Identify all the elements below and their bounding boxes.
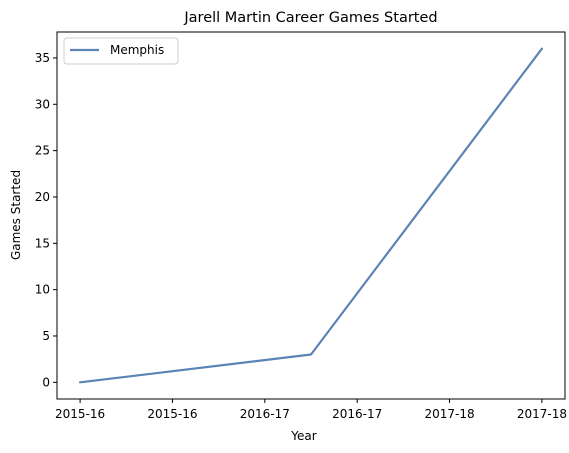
y-tick-label: 35 [35,51,50,65]
y-axis-label: Games Started [9,170,23,260]
x-axis: 2015-16 2015-16 2016-17 2016-17 2017-18 2017-… [55,399,567,421]
x-tick-label: 2016-17 [332,407,382,421]
y-tick-label: 0 [42,375,50,389]
legend-label-memphis: Memphis [110,43,164,57]
y-tick-label: 5 [42,329,50,343]
y-tick-label: 10 [35,283,50,297]
x-tick-label: 2017-18 [424,407,474,421]
chart-title: Jarell Martin Career Games Started [183,10,437,26]
plot-frame [57,32,565,399]
x-axis-label: Year [290,429,316,443]
series-line-memphis [80,49,542,383]
x-tick-label: 2016-17 [240,407,290,421]
y-axis: 0 5 10 15 20 25 30 35 [35,51,57,389]
y-tick-label: 15 [35,236,50,250]
plot-series [80,49,542,383]
x-tick-label: 2017-18 [517,407,567,421]
x-tick-label: 2015-16 [147,407,197,421]
y-tick-label: 20 [35,190,50,204]
legend: Memphis [64,38,178,64]
y-tick-label: 25 [35,144,50,158]
x-tick-label: 2015-16 [55,407,105,421]
y-tick-label: 30 [35,97,50,111]
